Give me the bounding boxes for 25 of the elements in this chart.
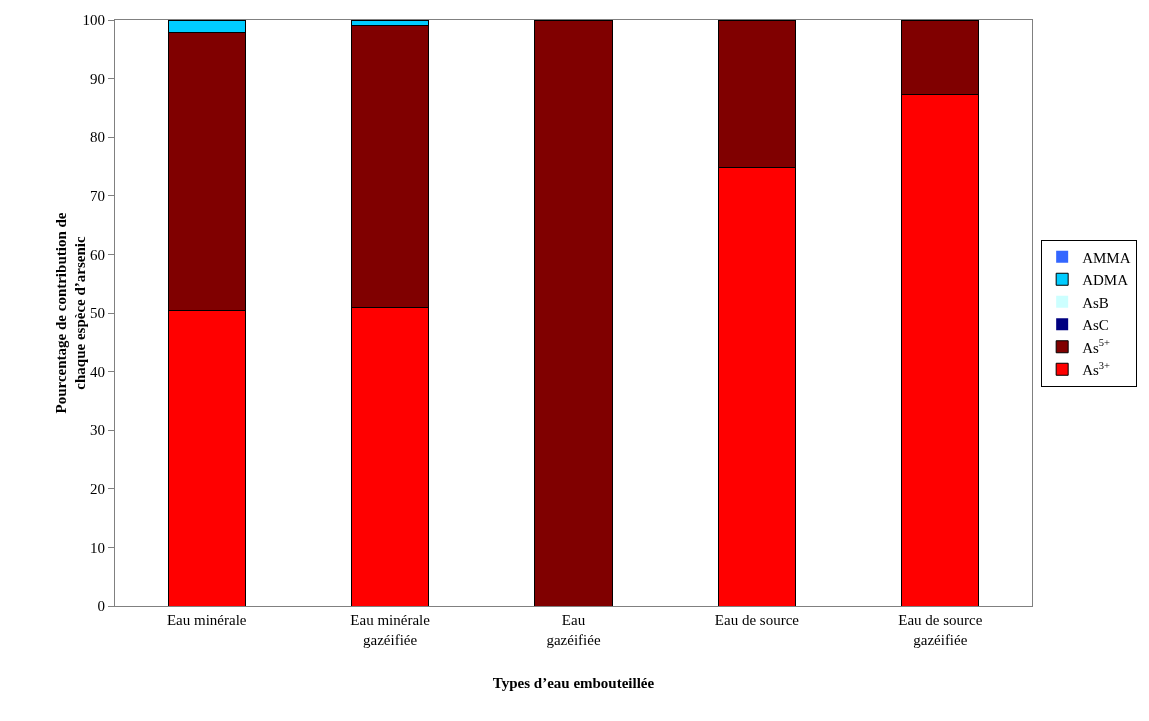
- x-tick-label: Eau minérale gazéifiée: [350, 612, 431, 648]
- legend-label: As$^{3+}$: [1082, 359, 1111, 379]
- legend-label: AMMA: [1082, 249, 1131, 266]
- y-tick-label: 100: [82, 12, 105, 29]
- bar: [534, 20, 613, 606]
- y-tick-label: 80: [90, 129, 105, 146]
- legend-label: ADMA: [1082, 272, 1129, 289]
- y-tick-label: 90: [90, 70, 105, 87]
- x-tick-label: Eau de source gazéifiée: [898, 612, 983, 648]
- y-tick-label: 40: [90, 363, 105, 380]
- y-tick-label: 30: [90, 422, 105, 439]
- y-tick-label: 60: [90, 246, 105, 263]
- legend-label: AsB: [1082, 294, 1109, 311]
- x-tick-label: Eau de source: [714, 612, 800, 628]
- y-axis-title: Pourcentage de contribution de chaque espèce d’arsenic: [52, 212, 88, 414]
- x-tick-label: Eau minérale: [166, 612, 247, 628]
- y-tick-label: 0: [97, 598, 105, 615]
- x-axis-title: Types d’eau embouteillée: [492, 674, 655, 691]
- y-tick-label: 70: [90, 188, 105, 205]
- legend-label: As$^{5+}$: [1082, 337, 1111, 356]
- x-tick-label: Eau gazéifiée: [546, 612, 601, 648]
- y-tick-label: 50: [90, 305, 105, 322]
- y-tick-label: 20: [90, 481, 105, 498]
- y-tick-label: 10: [90, 539, 105, 556]
- legend-label: AsC: [1082, 317, 1109, 334]
